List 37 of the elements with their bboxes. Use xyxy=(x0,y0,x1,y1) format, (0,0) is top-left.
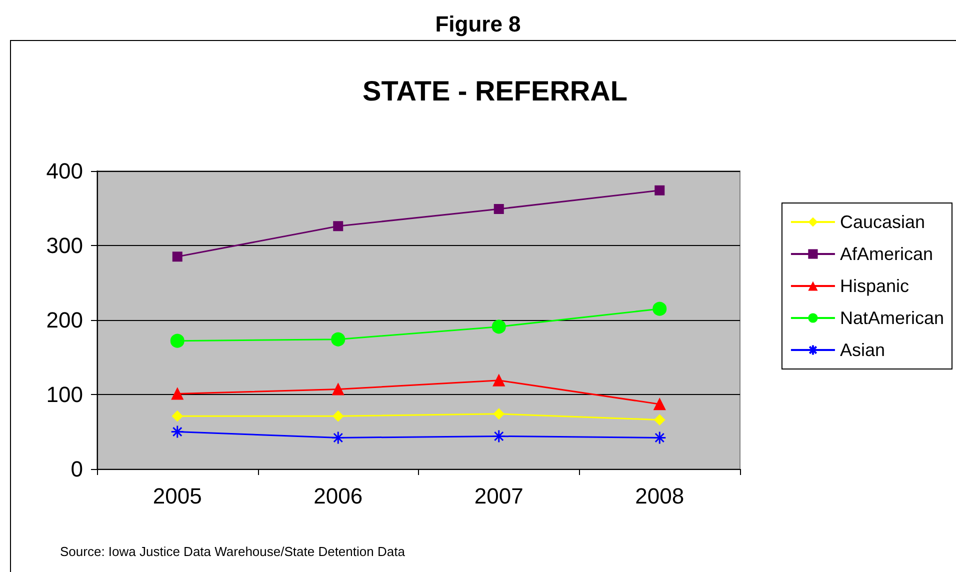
point xyxy=(172,252,182,262)
point xyxy=(492,374,505,386)
legend-label: Hispanic xyxy=(840,276,909,296)
point xyxy=(654,398,666,410)
point xyxy=(652,430,666,444)
legend-label: NatAmerican xyxy=(840,308,944,328)
point xyxy=(172,410,183,422)
point xyxy=(654,185,665,196)
x-tick-label: 2008 xyxy=(635,484,684,508)
point xyxy=(652,302,667,316)
point xyxy=(654,414,666,426)
x-tick-label: 2005 xyxy=(152,484,202,508)
point xyxy=(332,383,344,396)
point xyxy=(332,410,344,422)
y-tick-label: 300 xyxy=(46,233,83,258)
legend-label: Caucasian xyxy=(840,212,926,232)
y-tick-label: 200 xyxy=(46,308,83,332)
x-tick-label: 2007 xyxy=(474,484,524,508)
point xyxy=(171,388,184,400)
source-note: Source: Iowa Justice Data Warehouse/State Detention Data xyxy=(60,544,406,559)
point xyxy=(492,429,506,443)
point xyxy=(492,320,506,334)
legend-label: AfAmerican xyxy=(840,244,934,264)
point xyxy=(494,204,504,214)
y-tick-label: 0 xyxy=(70,456,83,482)
point xyxy=(170,334,184,348)
point xyxy=(170,425,184,438)
x-tick-label: 2006 xyxy=(314,484,363,508)
point xyxy=(331,332,346,346)
point xyxy=(493,408,504,420)
point xyxy=(333,221,344,232)
y-tick-label: 400 xyxy=(46,158,83,184)
legend-label: Asian xyxy=(840,340,885,360)
y-tick-label: 100 xyxy=(46,382,83,407)
chart-subtitle: STATE - REFERRAL xyxy=(362,76,628,106)
chart-title: Figure 8 xyxy=(435,12,521,36)
point xyxy=(331,430,345,444)
